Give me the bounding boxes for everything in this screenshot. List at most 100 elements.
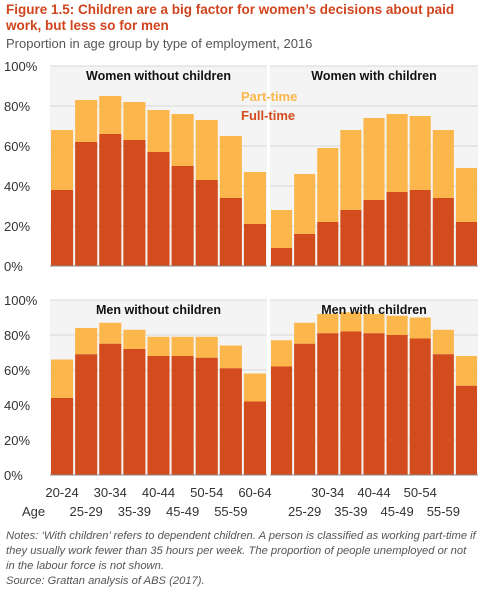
panel-title: Men with children xyxy=(321,303,427,317)
bar-full-time xyxy=(271,248,293,266)
bar-full-time xyxy=(363,333,385,475)
bar-full-time xyxy=(386,335,408,475)
bar-part-time xyxy=(99,96,122,134)
y-tick-label: 20% xyxy=(4,219,30,234)
bar-full-time xyxy=(75,142,98,266)
bar-part-time xyxy=(432,329,454,355)
x-tick-label: 20-24 xyxy=(45,485,78,500)
bar-full-time xyxy=(75,354,98,475)
bar-full-time xyxy=(123,140,146,266)
bar-full-time xyxy=(409,190,431,266)
bar-part-time xyxy=(271,210,293,248)
bar-part-time xyxy=(243,172,266,224)
x-tick-label: 45-49 xyxy=(166,504,199,519)
bar-part-time xyxy=(294,174,316,234)
bar-full-time xyxy=(340,210,362,266)
x-tick-label: 50-54 xyxy=(404,485,437,500)
y-tick-label: 0% xyxy=(4,259,23,274)
bar-full-time xyxy=(363,200,385,266)
bar-part-time xyxy=(147,110,170,152)
x-tick-label: 50-54 xyxy=(190,485,223,500)
bar-part-time xyxy=(171,336,194,356)
y-tick-label: 40% xyxy=(4,179,30,194)
bar-part-time xyxy=(75,328,98,355)
bar-part-time xyxy=(409,317,431,339)
bar-part-time xyxy=(147,336,170,356)
bar-part-time xyxy=(340,312,362,332)
y-tick-label: 80% xyxy=(4,328,30,343)
bar-full-time xyxy=(432,198,454,266)
x-tick-label: 30-34 xyxy=(94,485,127,500)
bar-full-time xyxy=(317,333,339,475)
bar-full-time xyxy=(171,356,194,475)
x-tick-label: 55-59 xyxy=(214,504,247,519)
legend-full-time: Full-time xyxy=(241,108,295,123)
bar-full-time xyxy=(294,234,316,266)
x-tick-label: 55-59 xyxy=(427,504,460,519)
bar-full-time xyxy=(432,354,454,475)
x-tick-label: 35-39 xyxy=(334,504,367,519)
bar-part-time xyxy=(340,130,362,210)
bar-full-time xyxy=(171,166,194,266)
y-tick-label: 100% xyxy=(4,59,38,74)
bar-part-time xyxy=(219,345,242,369)
x-tick-label: 45-49 xyxy=(380,504,413,519)
bar-part-time xyxy=(99,322,122,344)
panel-title: Men without children xyxy=(96,303,221,317)
bar-full-time xyxy=(99,134,122,266)
bar-full-time xyxy=(243,401,266,475)
bar-full-time xyxy=(294,343,316,475)
y-tick-label: 80% xyxy=(4,99,30,114)
source-text: Source: Grattan analysis of ABS (2017). xyxy=(6,575,205,587)
bar-part-time xyxy=(195,336,218,358)
bar-full-time xyxy=(409,338,431,475)
bar-part-time xyxy=(455,356,477,386)
bar-part-time xyxy=(317,314,339,334)
bar-full-time xyxy=(147,356,170,475)
x-tick-label: 40-44 xyxy=(357,485,390,500)
bar-full-time xyxy=(271,366,293,475)
bar-part-time xyxy=(243,373,266,402)
bar-part-time xyxy=(455,168,477,222)
bar-full-time xyxy=(147,152,170,266)
bar-full-time xyxy=(317,222,339,266)
bar-full-time xyxy=(123,349,146,475)
bar-full-time xyxy=(386,192,408,266)
bar-part-time xyxy=(386,315,408,335)
bar-part-time xyxy=(271,340,293,367)
x-tick-label: 25-29 xyxy=(288,504,321,519)
y-tick-label: 0% xyxy=(4,468,23,483)
bar-full-time xyxy=(51,190,74,266)
bar-full-time xyxy=(219,198,242,266)
bar-part-time xyxy=(51,130,74,190)
y-tick-label: 40% xyxy=(4,398,30,413)
x-axis-label: Age xyxy=(22,504,45,519)
bar-part-time xyxy=(51,359,74,398)
bar-full-time xyxy=(340,331,362,475)
bar-part-time xyxy=(363,118,385,200)
panel-title: Women without children xyxy=(86,69,231,83)
bar-full-time xyxy=(99,343,122,475)
bar-full-time xyxy=(195,357,218,475)
figure-notes: Notes: ‘With children’ refers to depende… xyxy=(6,529,476,589)
bar-full-time xyxy=(219,368,242,475)
bar-part-time xyxy=(219,136,242,198)
bar-full-time xyxy=(51,398,74,475)
bar-part-time xyxy=(432,130,454,198)
bar-part-time xyxy=(294,322,316,344)
bar-part-time xyxy=(386,114,408,192)
bar-part-time xyxy=(123,102,146,140)
y-tick-label: 60% xyxy=(4,363,30,378)
y-tick-label: 60% xyxy=(4,139,30,154)
bar-full-time xyxy=(455,385,477,475)
notes-text: Notes: ‘With children’ refers to depende… xyxy=(6,530,476,572)
bar-full-time xyxy=(455,222,477,266)
bar-part-time xyxy=(409,116,431,190)
bar-full-time xyxy=(195,180,218,266)
y-tick-label: 20% xyxy=(4,433,30,448)
bar-part-time xyxy=(123,329,146,349)
bar-part-time xyxy=(317,148,339,222)
x-tick-label: 30-34 xyxy=(311,485,344,500)
figure-subtitle: Proportion in age group by type of emplo… xyxy=(6,36,313,51)
y-tick-label: 100% xyxy=(4,293,38,308)
